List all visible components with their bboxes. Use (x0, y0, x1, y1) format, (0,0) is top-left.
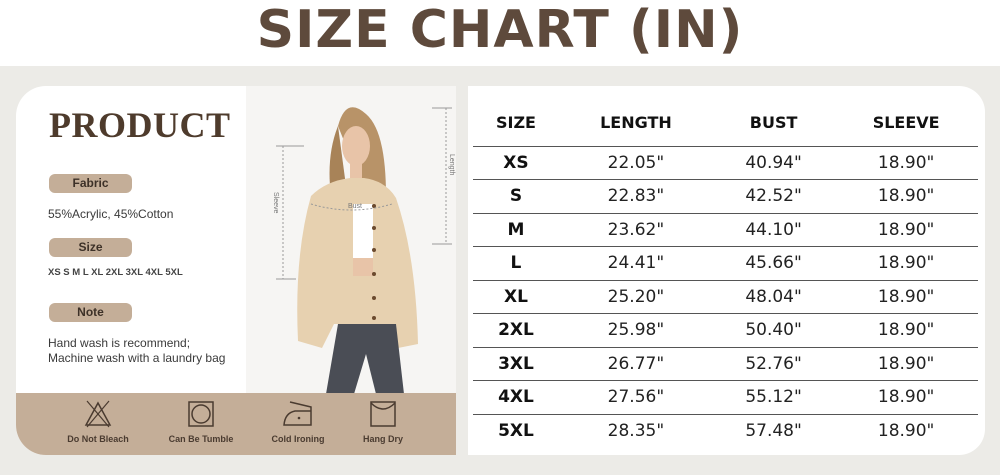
cell-bust: 50.40" (712, 313, 835, 347)
table-row: S 22.83" 42.52" 18.90" (473, 179, 978, 213)
care-hang-dry: Hang Dry (333, 399, 433, 444)
cell-bust: 44.10" (712, 212, 835, 247)
cell-bust: 57.48" (712, 413, 835, 448)
table-row: L 24.41" 45.66" 18.90" (473, 246, 978, 280)
sleeve-measure-label: Sleeve (272, 192, 279, 214)
hang-dry-icon (370, 401, 396, 427)
iron-icon (283, 401, 312, 426)
cell-bust: 55.12" (712, 380, 835, 414)
cell-length: 22.83" (558, 179, 713, 213)
care-cold-iron: Cold Ironing (248, 399, 348, 444)
care-label: Do Not Bleach (67, 434, 129, 444)
cell-size: M (473, 212, 559, 247)
header-bust: BUST (749, 113, 798, 133)
table-row: XS 22.05" 40.94" 18.90" (473, 145, 978, 180)
cell-length: 26.77" (558, 346, 713, 381)
cell-length: 27.56" (558, 380, 713, 414)
cell-length: 23.62" (558, 212, 713, 247)
table-row: M 23.62" 44.10" 18.90" (473, 212, 978, 247)
fabric-value: 55%Acrylic, 45%Cotton (48, 207, 174, 221)
cell-size: 4XL (473, 380, 559, 414)
size-table-panel: SIZE LENGTH BUST SLEEVE XS 22.05" 40.94" 18… (468, 86, 985, 455)
cell-length: 28.35" (558, 413, 713, 448)
table-row: 5XL 28.35" 57.48" 18.90" (473, 413, 978, 448)
cell-sleeve: 18.90" (834, 145, 978, 180)
product-panel: PRODUCT Fabric 55%Acrylic, 45%Cotton Siz… (16, 86, 456, 455)
cell-size: XS (473, 145, 559, 180)
table-header-row: SIZE LENGTH BUST SLEEVE (473, 100, 978, 146)
cell-sleeve: 18.90" (834, 212, 978, 247)
model-photo: Bust Length Sleeve (246, 86, 456, 394)
cell-sleeve: 18.90" (834, 380, 978, 414)
care-instructions: Do Not Bleach Can Be Tumble Cold Ironing… (16, 393, 456, 455)
care-label: Cold Ironing (271, 434, 325, 444)
table-row: XL 25.20" 48.04" 18.90" (473, 279, 978, 314)
do-not-bleach-icon (84, 400, 112, 428)
cell-sleeve: 18.90" (834, 279, 978, 314)
cell-sleeve: 18.90" (834, 413, 978, 448)
note-label: Note (49, 303, 132, 322)
fabric-label: Fabric (49, 174, 132, 193)
size-label: Size (49, 238, 132, 257)
cell-sleeve: 18.90" (834, 179, 978, 213)
cell-bust: 48.04" (712, 279, 835, 314)
cell-size: XL (473, 279, 559, 314)
care-label: Hang Dry (362, 434, 403, 444)
cell-size: L (473, 246, 559, 280)
cell-bust: 40.94" (712, 145, 835, 180)
cell-bust: 45.66" (712, 246, 835, 280)
product-heading: PRODUCT (49, 105, 231, 145)
cell-size: 2XL (473, 313, 559, 347)
bust-measure-label: Bust (348, 203, 362, 210)
cell-size: S (473, 179, 559, 213)
tumble-dry-icon (188, 401, 214, 427)
cell-length: 24.41" (558, 246, 713, 280)
size-value: XS S M L XL 2XL 3XL 4XL 5XL (48, 267, 183, 278)
header-sleeve: SLEEVE (872, 113, 940, 133)
page-title: SIZE CHART (IN) (256, 0, 744, 60)
cell-sleeve: 18.90" (834, 346, 978, 381)
size-table: SIZE LENGTH BUST SLEEVE XS 22.05" 40.94" 18… (473, 100, 978, 448)
care-do-not-bleach: Do Not Bleach (48, 399, 148, 444)
cell-length: 25.98" (558, 313, 713, 347)
cell-sleeve: 18.90" (834, 246, 978, 280)
care-label: Can Be Tumble (168, 434, 234, 444)
table-row: 2XL 25.98" 50.40" 18.90" (473, 313, 978, 347)
cell-bust: 52.76" (712, 346, 835, 381)
table-row: 4XL 27.56" 55.12" 18.90" (473, 380, 978, 414)
note-line-1: Hand wash is recommend; (48, 336, 191, 350)
cell-sleeve: 18.90" (834, 313, 978, 347)
title-bar: SIZE CHART (IN) (0, 0, 1000, 66)
cell-length: 22.05" (558, 145, 713, 180)
cell-length: 25.20" (558, 279, 713, 314)
table-row: 3XL 26.77" 52.76" 18.90" (473, 346, 978, 381)
note-line-2: Machine wash with a laundry bag (48, 351, 226, 365)
header-length: LENGTH (600, 113, 672, 133)
cell-size: 3XL (473, 346, 559, 381)
cell-bust: 42.52" (712, 179, 835, 213)
cell-size: 5XL (473, 413, 559, 448)
care-tumble: Can Be Tumble (151, 399, 251, 444)
length-measure-label: Length (448, 154, 455, 176)
header-size: SIZE (495, 113, 536, 133)
